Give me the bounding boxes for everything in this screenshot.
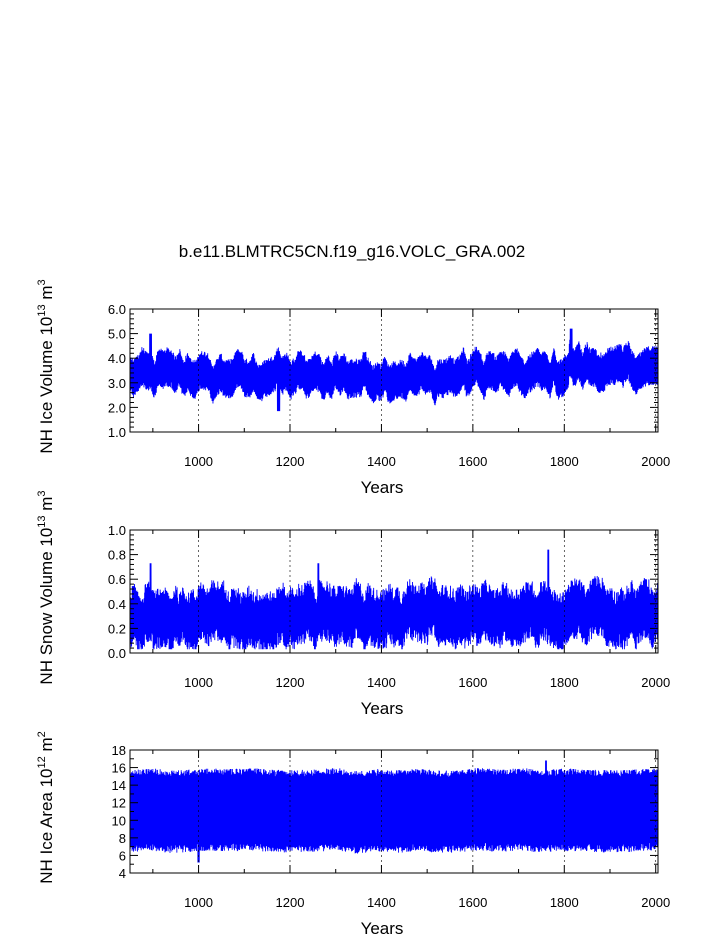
y-tick-label: 0.4	[108, 597, 126, 612]
x-tick-label: 1200	[276, 895, 305, 910]
y-tick-label: 2.0	[108, 400, 126, 415]
x-tick-label: 1000	[184, 895, 213, 910]
y-tick-label: 8	[119, 831, 126, 846]
x-tick-label: 1800	[550, 675, 579, 690]
x-tick-label: 1000	[184, 675, 213, 690]
plot-frame	[129, 529, 659, 654]
y-tick-label: 3.0	[108, 376, 126, 391]
panel-1: 1000 1200 1400 1600 1800 2000 1.0 2.0 3.0 4.0 5.0 6…	[36, 279, 670, 497]
x-tick-label: 1200	[276, 454, 305, 469]
series-line-1	[130, 328, 658, 412]
y-tick-label: 6	[119, 848, 126, 863]
y-axis-label: NH Ice Area 1012 m2	[36, 731, 56, 884]
y-tick-label: 4.0	[108, 351, 126, 366]
x-tick-label: 1800	[550, 895, 579, 910]
x-tick-label: 1600	[458, 454, 487, 469]
y-tick-label: 0.0	[108, 646, 126, 661]
y-tick-label: 1.0	[108, 523, 126, 538]
panel-2: 1000 1200 1400 1600 1800 2000 0.0 0.2 0.4 0.6 0.8 1…	[36, 490, 670, 718]
y-tick-label: 1.0	[108, 425, 126, 440]
x-tick-label: 1400	[367, 895, 396, 910]
y-tick-label: 5.0	[108, 327, 126, 342]
chart-title: b.e11.BLMTRC5CN.f19_g16.VOLC_GRA.002	[179, 242, 525, 261]
y-tick-label: 12	[112, 796, 126, 811]
y-tick-label: 6.0	[108, 302, 126, 317]
x-axis-label: Years	[361, 478, 404, 497]
y-tick-label: 16	[112, 761, 126, 776]
x-axis-label: Years	[361, 919, 404, 935]
y-tick-label: 0.6	[108, 572, 126, 587]
y-axis-label: NH Snow Volume 1013 m3	[36, 490, 56, 684]
y-tick-label: 18	[112, 743, 126, 758]
x-tick-label: 2000	[641, 454, 670, 469]
series-line-3	[130, 760, 658, 863]
x-tick-label: 2000	[641, 675, 670, 690]
panel-3: 1000 1200 1400 1600 1800 2000 4 6 8 10 12 14 16 18 Yea…	[36, 731, 670, 935]
x-tick-label: 1400	[367, 675, 396, 690]
x-tick-label: 2000	[641, 895, 670, 910]
y-tick-label: 0.2	[108, 621, 126, 636]
x-tick-label: 1600	[458, 895, 487, 910]
y-tick-label: 0.8	[108, 548, 126, 563]
x-tick-label: 1600	[458, 675, 487, 690]
x-axis-label: Years	[361, 699, 404, 718]
x-tick-label: 1400	[367, 454, 396, 469]
y-tick-label: 10	[112, 813, 126, 828]
plot-frame	[129, 308, 659, 433]
y-tick-label: 14	[112, 778, 126, 793]
y-tick-label: 4	[119, 866, 126, 881]
x-tick-label: 1000	[184, 454, 213, 469]
x-tick-label: 1800	[550, 454, 579, 469]
series-line-2	[130, 549, 658, 650]
y-axis-label: NH Ice Volume 1013 m3	[36, 279, 56, 453]
x-tick-label: 1200	[276, 675, 305, 690]
